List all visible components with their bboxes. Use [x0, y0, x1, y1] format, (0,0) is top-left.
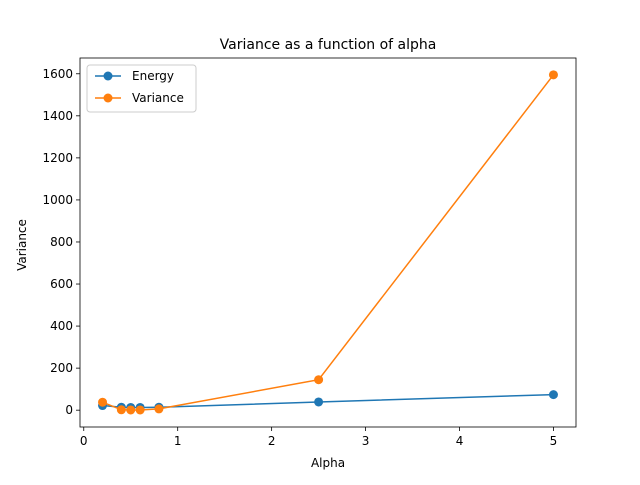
y-tick-label: 1000	[42, 193, 73, 207]
legend-swatch-marker	[103, 71, 113, 81]
x-axis-label: Alpha	[311, 456, 345, 470]
data-point	[135, 405, 145, 415]
axes-frame	[79, 57, 577, 428]
y-tick-label: 1200	[42, 151, 73, 165]
y-tick-label: 800	[50, 235, 73, 249]
data-point	[126, 405, 136, 415]
legend-label: Variance	[132, 91, 184, 105]
x-tick-label: 3	[362, 434, 370, 448]
y-tick-label: 1400	[42, 109, 73, 123]
y-tick-label: 400	[50, 319, 73, 333]
x-tick-label: 4	[456, 434, 464, 448]
legend-label: Energy	[132, 69, 174, 83]
data-point	[548, 70, 558, 80]
legend-swatch-marker	[103, 93, 113, 103]
data-point	[154, 404, 164, 414]
x-tick-label: 2	[268, 434, 276, 448]
x-tick-label: 5	[550, 434, 558, 448]
x-tick-label: 0	[80, 434, 88, 448]
chart-title: Variance as a function of alpha	[220, 37, 437, 53]
y-axis-label: Variance	[15, 219, 29, 271]
plot-area: 0 1 2 3 4 5 0 200 400 600 800 1000 1200 1400 1600 Energ…	[42, 57, 577, 448]
y-tick-label: 600	[50, 277, 73, 291]
y-tick-label: 200	[50, 361, 73, 375]
data-point	[116, 405, 126, 415]
y-tick-label: 0	[65, 403, 73, 417]
data-point	[98, 397, 108, 407]
y-tick-label: 1600	[42, 67, 73, 81]
data-point	[314, 397, 324, 407]
data-point	[314, 375, 324, 385]
data-point	[548, 390, 558, 400]
x-tick-label: 1	[174, 434, 182, 448]
